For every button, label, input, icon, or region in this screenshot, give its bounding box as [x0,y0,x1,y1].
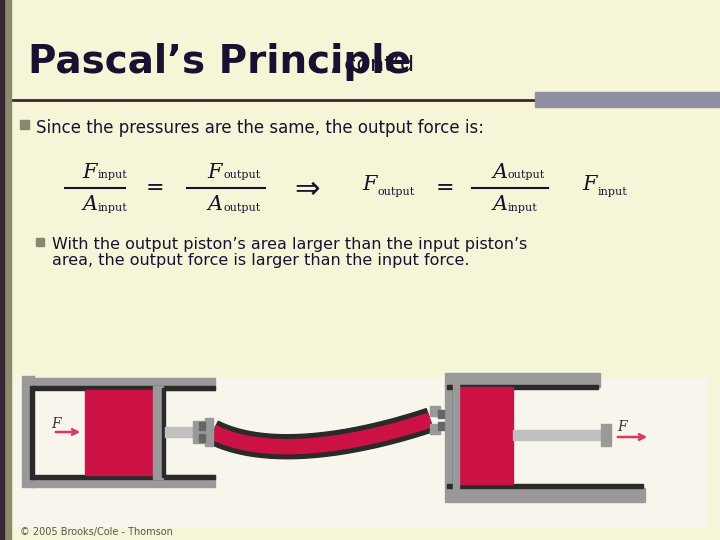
Text: F: F [617,420,626,434]
Bar [85,390,153,475]
Bar [32,378,215,390]
Text: output: output [508,170,545,180]
Bar [445,373,600,387]
Bar [153,386,163,479]
Bar [445,385,455,488]
Bar [199,422,205,430]
Text: input: input [598,187,628,197]
Bar [30,386,34,479]
Text: $\Rightarrow$: $\Rightarrow$ [289,172,321,204]
Text: © 2005 Brooks/Cole - Thomson: © 2005 Brooks/Cole - Thomson [20,527,173,537]
Text: input: input [508,203,538,213]
Bar [447,484,643,488]
Text: F: F [83,163,97,181]
Bar [32,386,215,390]
Text: F: F [582,176,598,194]
Text: A: A [492,163,508,181]
Bar [162,388,165,477]
Bar [193,421,205,443]
Text: output: output [378,187,415,197]
Bar [535,92,720,107]
Bar [22,376,34,487]
Bar [36,238,44,246]
Bar [445,488,645,502]
Text: A: A [207,195,222,214]
Bar [438,410,444,418]
Text: Since the pressures are the same, the output force is:: Since the pressures are the same, the ou… [36,119,484,137]
Bar [438,422,444,430]
Bar [205,425,213,439]
Bar [601,424,611,446]
Text: With the output piston’s area larger than the input piston’s: With the output piston’s area larger tha… [52,238,527,253]
Bar [0,0,4,540]
Text: area, the output force is larger than the input force.: area, the output force is larger than th… [52,253,469,268]
Text: output: output [223,170,260,180]
Bar [32,390,155,475]
Text: , cont’d: , cont’d [330,55,414,75]
Text: =: = [145,177,164,199]
Bar [430,424,440,434]
Text: F: F [363,176,377,194]
Bar [453,387,457,484]
Text: output: output [223,203,260,213]
Bar [513,430,603,440]
Bar [430,406,440,416]
Bar [32,475,215,479]
Bar [20,120,29,129]
Bar [0,0,11,540]
Bar [14,378,706,526]
Text: Pascal’s Principle: Pascal’s Principle [28,43,411,81]
Bar [165,427,193,437]
Text: F: F [51,417,60,431]
Text: input: input [98,203,127,213]
Bar [205,418,213,446]
Bar [447,385,598,389]
Bar [32,475,215,487]
Text: input: input [98,170,127,180]
Text: A: A [82,195,98,214]
Bar [453,383,459,492]
Polygon shape [207,409,433,458]
Text: F: F [208,163,222,181]
Polygon shape [210,413,432,454]
Text: A: A [492,195,508,214]
Bar [457,387,513,484]
Bar [199,434,205,442]
Text: =: = [436,177,454,199]
Bar [457,387,557,484]
